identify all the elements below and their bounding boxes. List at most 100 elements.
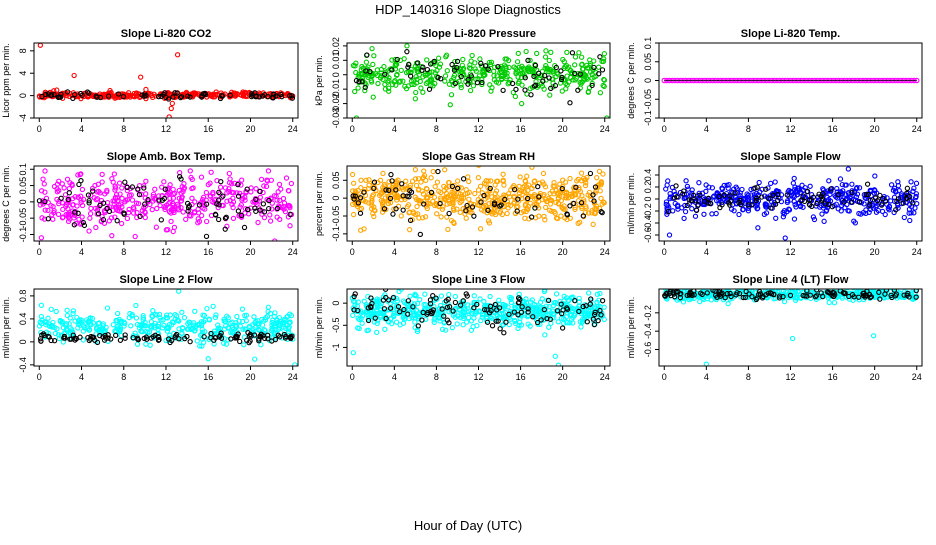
- data-point: [261, 214, 268, 221]
- data-point-black: [522, 87, 528, 93]
- data-point: [381, 63, 387, 70]
- y-tick-label: -0.6: [643, 227, 653, 243]
- data-point: [422, 71, 429, 77]
- data-point: [70, 310, 76, 317]
- data-point: [179, 309, 185, 315]
- data-point-black: [463, 208, 469, 214]
- data-point-black: [552, 82, 559, 89]
- data-point: [487, 188, 493, 194]
- y-tick-label: 0: [643, 78, 653, 83]
- panel-title: Slope Li-820 CO2: [121, 28, 211, 40]
- data-point-black: [178, 94, 185, 100]
- data-point-black: [404, 49, 410, 55]
- data-point: [101, 208, 108, 214]
- data-point-black: [269, 338, 275, 344]
- data-point-black: [95, 211, 102, 217]
- data-point: [119, 185, 125, 191]
- x-tick-label: 24: [288, 372, 298, 382]
- data-point: [576, 295, 582, 302]
- data-point-black: [249, 92, 255, 98]
- data-point: [97, 190, 103, 196]
- data-point: [202, 317, 208, 323]
- data-point: [853, 194, 860, 200]
- data-point-black: [776, 295, 783, 301]
- data-point: [256, 321, 262, 327]
- data-point-black: [572, 297, 578, 304]
- y-tick-label: -0.2: [643, 305, 653, 321]
- data-point: [368, 79, 375, 85]
- data-point: [48, 306, 54, 312]
- data-point: [265, 308, 271, 315]
- data-point-black: [515, 295, 522, 301]
- data-point-black: [400, 193, 406, 199]
- data-point-black: [162, 186, 168, 192]
- data-point-black: [65, 196, 71, 203]
- data-point-black: [253, 208, 259, 214]
- data-point-black: [861, 290, 867, 296]
- data-point: [255, 219, 261, 226]
- data-point-black: [367, 69, 373, 75]
- data-point: [484, 192, 491, 198]
- data-point: [109, 175, 115, 182]
- data-point-black: [141, 185, 147, 191]
- data-point: [420, 89, 426, 95]
- data-point: [891, 185, 898, 191]
- x-tick-label: 4: [704, 124, 709, 134]
- data-point-black: [37, 336, 44, 342]
- data-point: [584, 174, 590, 181]
- panel-title: Slope Line 3 Flow: [432, 274, 525, 286]
- data-point-black: [787, 292, 794, 299]
- data-point-black: [827, 290, 833, 296]
- data-point-black: [428, 61, 434, 67]
- data-point: [391, 79, 397, 85]
- data-point-black: [220, 193, 226, 199]
- data-point-black: [357, 210, 364, 216]
- data-point: [483, 181, 489, 187]
- outlier-point: [703, 361, 709, 366]
- data-point: [261, 183, 267, 189]
- data-point: [378, 191, 384, 197]
- data-point: [907, 217, 913, 224]
- data-point: [381, 181, 388, 188]
- data-point-black: [716, 289, 723, 293]
- data-point-black: [547, 316, 554, 322]
- data-point-black: [117, 337, 124, 343]
- data-point-black: [534, 319, 541, 326]
- data-point: [486, 220, 493, 226]
- data-point: [580, 71, 586, 78]
- data-point: [45, 315, 51, 321]
- data-point: [551, 311, 557, 317]
- data-point: [539, 296, 545, 302]
- data-point-black: [36, 198, 43, 204]
- data-point: [133, 315, 140, 321]
- data-point-black: [393, 187, 399, 193]
- data-point: [832, 193, 838, 199]
- data-point: [542, 184, 549, 190]
- data-point: [146, 329, 153, 335]
- data-point: [547, 207, 553, 213]
- data-point-black: [287, 334, 294, 340]
- data-point-black: [559, 185, 565, 192]
- data-point: [371, 213, 377, 220]
- y-tick-label: 8: [18, 48, 28, 53]
- data-point: [767, 180, 774, 187]
- data-point: [534, 50, 540, 57]
- data-point: [287, 223, 293, 229]
- data-point: [131, 206, 137, 212]
- data-point-black: [120, 93, 127, 100]
- data-point-black: [435, 168, 441, 175]
- outlier-point: [107, 87, 113, 94]
- data-point: [210, 303, 216, 310]
- x-tick-label: 8: [121, 247, 126, 257]
- data-point: [413, 182, 420, 189]
- data-point: [413, 307, 420, 313]
- data-point-black: [246, 340, 252, 346]
- data-point: [724, 182, 730, 188]
- data-point: [394, 179, 400, 185]
- data-point: [129, 197, 136, 203]
- outlier-point: [578, 170, 585, 176]
- data-point: [555, 319, 561, 325]
- x-tick-label: 12: [473, 372, 483, 382]
- data-point: [572, 54, 579, 60]
